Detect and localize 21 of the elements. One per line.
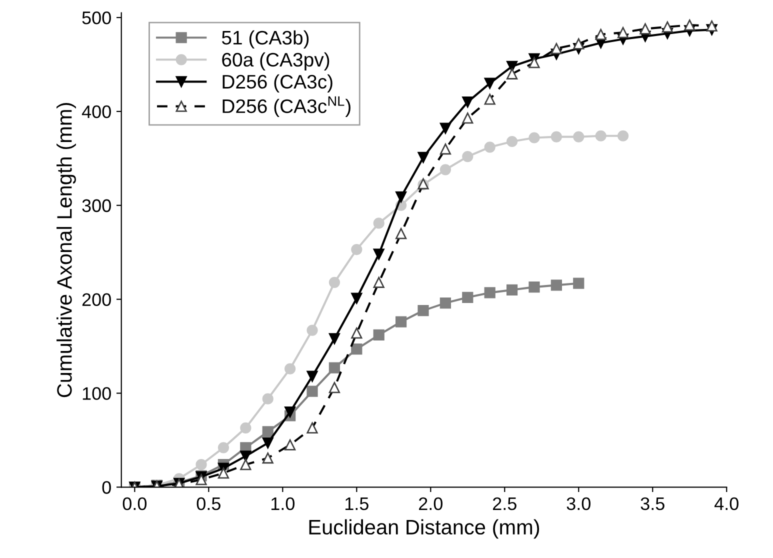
y-tick-label: 0 xyxy=(102,481,111,494)
legend-label: D256 (CA3c) xyxy=(222,74,332,92)
y-axis-title: Cumulative Axonal Length (mm) xyxy=(56,103,76,398)
legend-label: 60a (CA3pv) xyxy=(222,52,330,70)
x-tick-label: 2.5 xyxy=(493,497,516,510)
x-tick-label: 1.0 xyxy=(271,497,295,510)
x-axis-title: Euclidean Distance (mm) xyxy=(309,519,540,539)
x-tick-label: 0.5 xyxy=(196,497,220,510)
x-tick-label: 3.0 xyxy=(566,497,590,510)
legend-label: 51 (CA3b) xyxy=(222,30,309,48)
y-tick-label: 300 xyxy=(82,199,111,212)
x-tick-label: 1.5 xyxy=(345,498,368,510)
legend-label: D256 (CA3c$^{NL}$) xyxy=(222,96,350,117)
y-tick-label: 500 xyxy=(82,11,111,24)
y-tick-label: 400 xyxy=(82,105,111,118)
y-tick-label: 200 xyxy=(82,293,111,306)
y-tick-label: 100 xyxy=(82,387,111,400)
x-tick-label: 3.5 xyxy=(640,497,664,510)
x-tick-label: 0.0 xyxy=(122,497,147,510)
x-tick-label: 4.0 xyxy=(714,497,738,510)
x-tick-label: 2.0 xyxy=(419,497,442,510)
